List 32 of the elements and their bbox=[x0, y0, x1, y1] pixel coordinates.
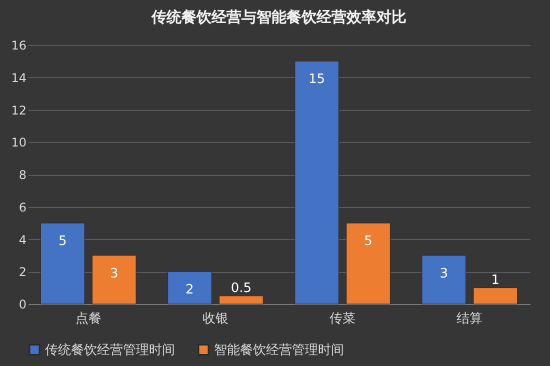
y-tick-label: 10 bbox=[11, 136, 26, 150]
x-tick-label: 收银 bbox=[202, 312, 228, 326]
x-tick-label: 传菜 bbox=[330, 312, 356, 326]
bar bbox=[168, 271, 212, 304]
bar bbox=[473, 288, 518, 304]
chart-title: 传统餐饮经营与智能餐饮经营效率对比 bbox=[150, 8, 406, 26]
y-tick-label: 12 bbox=[11, 103, 26, 118]
bar bbox=[92, 255, 136, 304]
legend-label: 智能餐饮经营管理时间 bbox=[214, 342, 344, 358]
x-tick-label: 点餐 bbox=[75, 312, 102, 326]
bar bbox=[219, 296, 264, 304]
y-tick-label: 16 bbox=[11, 38, 26, 52]
legend-label: 传统餐饮经营管理时间 bbox=[45, 342, 175, 358]
data-label: 5 bbox=[58, 234, 67, 250]
bar bbox=[294, 60, 339, 304]
y-tick-label: 8 bbox=[18, 168, 26, 182]
data-label: 0.5 bbox=[230, 280, 252, 296]
bar bbox=[346, 222, 390, 304]
data-label: 3 bbox=[110, 266, 118, 282]
y-tick-label: 14 bbox=[11, 70, 26, 85]
y-tick-label: 0 bbox=[18, 298, 26, 312]
data-label: 2 bbox=[186, 282, 194, 298]
data-label: 3 bbox=[440, 266, 448, 282]
data-label: 15 bbox=[308, 72, 326, 88]
y-tick-label: 2 bbox=[18, 265, 26, 280]
bar bbox=[40, 222, 85, 304]
data-label: 1 bbox=[491, 272, 500, 288]
x-tick-label: 结算 bbox=[456, 312, 483, 326]
bar bbox=[422, 255, 466, 304]
data-label: 5 bbox=[364, 234, 372, 250]
y-tick-label: 6 bbox=[18, 200, 26, 214]
y-tick-label: 4 bbox=[18, 232, 26, 247]
